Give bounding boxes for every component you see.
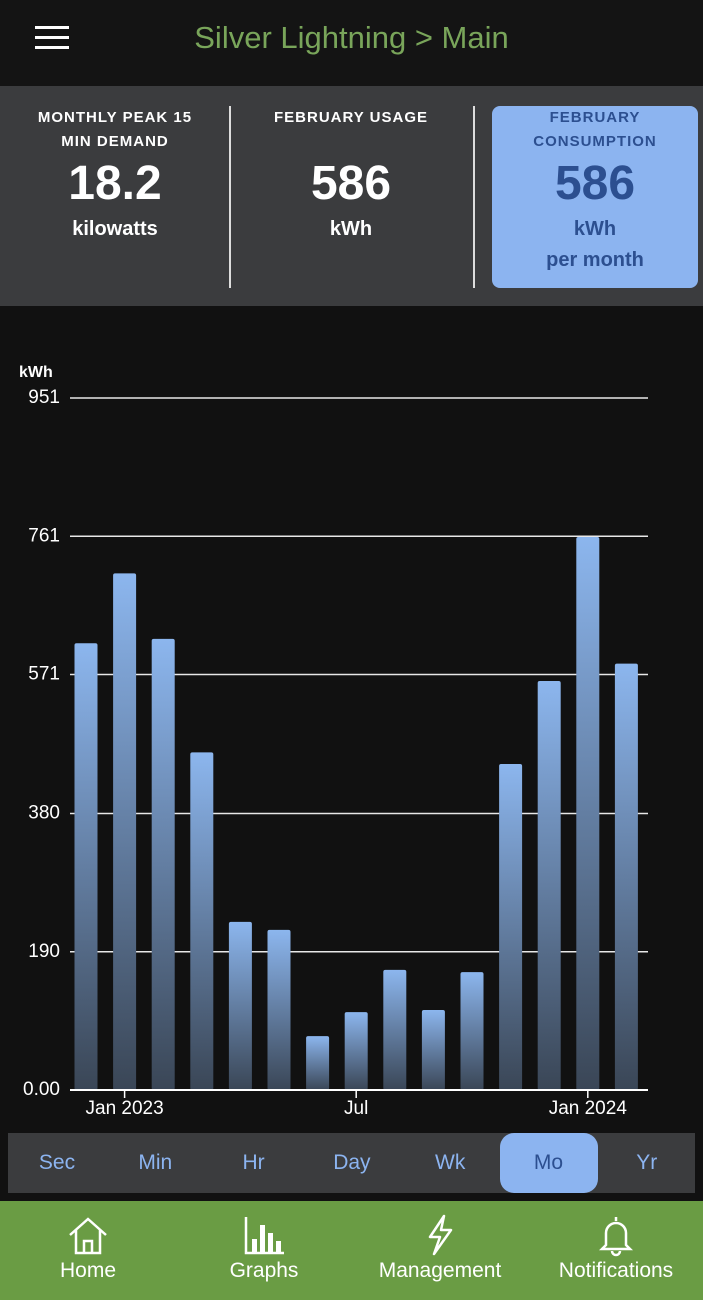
x-tick-label: Jul (344, 1098, 368, 1119)
x-tick-label: Jan 2023 (86, 1098, 164, 1119)
nav-label: Management (378, 1259, 502, 1282)
bar (460, 972, 484, 1090)
nav-label: Home (59, 1259, 117, 1282)
nav-icon (428, 1214, 453, 1256)
bar (267, 929, 291, 1090)
x-tick-label: Jan 2024 (549, 1098, 628, 1119)
tab[interactable]: Yr (636, 1151, 658, 1174)
stat-value: 586 (310, 157, 392, 210)
nav-label: Notifications (558, 1259, 674, 1282)
stat-unit: kilowatts (72, 218, 158, 240)
stat-label: FEBRUARY USAGE (273, 109, 429, 126)
y-tick-label: 951 (28, 387, 60, 408)
nav-item[interactable]: Graphs (176, 1201, 352, 1300)
separator (229, 106, 231, 288)
header: Silver Lightning > Main (0, 0, 703, 86)
bar (190, 752, 214, 1090)
stats-panel: MONTHLY PEAK 15 MIN DEMAND 18.2 kilowatts F… (0, 86, 703, 306)
tab[interactable]: Min (138, 1151, 173, 1174)
stat-value: 586 (554, 157, 636, 210)
tab-bar: Sec Min Hr Day Wk Mo Yr (8, 1133, 695, 1193)
bar (576, 536, 600, 1090)
bar (151, 638, 175, 1090)
stat-card: FEBRUARY CONSUMPTION 586 kWh per month (492, 106, 698, 288)
bar (421, 1009, 445, 1090)
bar (228, 921, 252, 1090)
title: Silver Lightning > Main (194, 20, 509, 55)
stat-label: FEBRUARY CONSUMPTION (533, 109, 657, 150)
menu-icon[interactable] (35, 26, 69, 50)
nav-item[interactable]: Management (352, 1201, 528, 1300)
y-tick-label: 380 (28, 803, 60, 824)
nav-label: Graphs (229, 1259, 299, 1282)
bar (74, 643, 98, 1090)
nav-icon (598, 1217, 634, 1257)
bar (383, 969, 407, 1090)
bar (499, 764, 523, 1090)
tab[interactable]: Hr (242, 1151, 265, 1174)
y-tick-label: 190 (28, 941, 60, 962)
y-tick-label: 0.00 (23, 1079, 60, 1100)
bar (614, 663, 638, 1090)
stat-card: MONTHLY PEAK 15 MIN DEMAND 18.2 kilowatts (12, 106, 218, 288)
y-tick-label: 761 (28, 525, 60, 546)
bar (306, 1036, 330, 1090)
nav-icon (244, 1217, 284, 1255)
nav-icon (69, 1217, 107, 1255)
tab[interactable]: Wk (435, 1151, 466, 1174)
stat-unit: kWh (329, 218, 373, 240)
bar (537, 681, 561, 1090)
nav-item[interactable]: Home (0, 1201, 176, 1300)
y-axis-label: kWh (19, 364, 53, 381)
stat-period: per month (546, 249, 644, 271)
bar (113, 573, 137, 1090)
bottom-nav: Home Graphs Management Notifications (0, 1201, 703, 1300)
stat-value: 18.2 (68, 157, 162, 210)
chart: kWh 0.00 190 380 571 761 951 Jan 2023 Jul Jan 202… (19, 364, 648, 1119)
tab[interactable]: Mo (499, 1133, 598, 1193)
tab[interactable]: Day (333, 1151, 371, 1174)
stat-card: FEBRUARY USAGE 586 kWh (248, 106, 454, 288)
tab[interactable]: Sec (38, 1151, 76, 1174)
y-tick-label: 571 (28, 664, 60, 685)
bar (344, 1012, 368, 1090)
stat-unit: kWh (573, 218, 617, 240)
nav-item[interactable]: Notifications (528, 1201, 703, 1300)
separator (473, 106, 475, 288)
stat-label: MONTHLY PEAK 15 MIN DEMAND (37, 109, 193, 150)
